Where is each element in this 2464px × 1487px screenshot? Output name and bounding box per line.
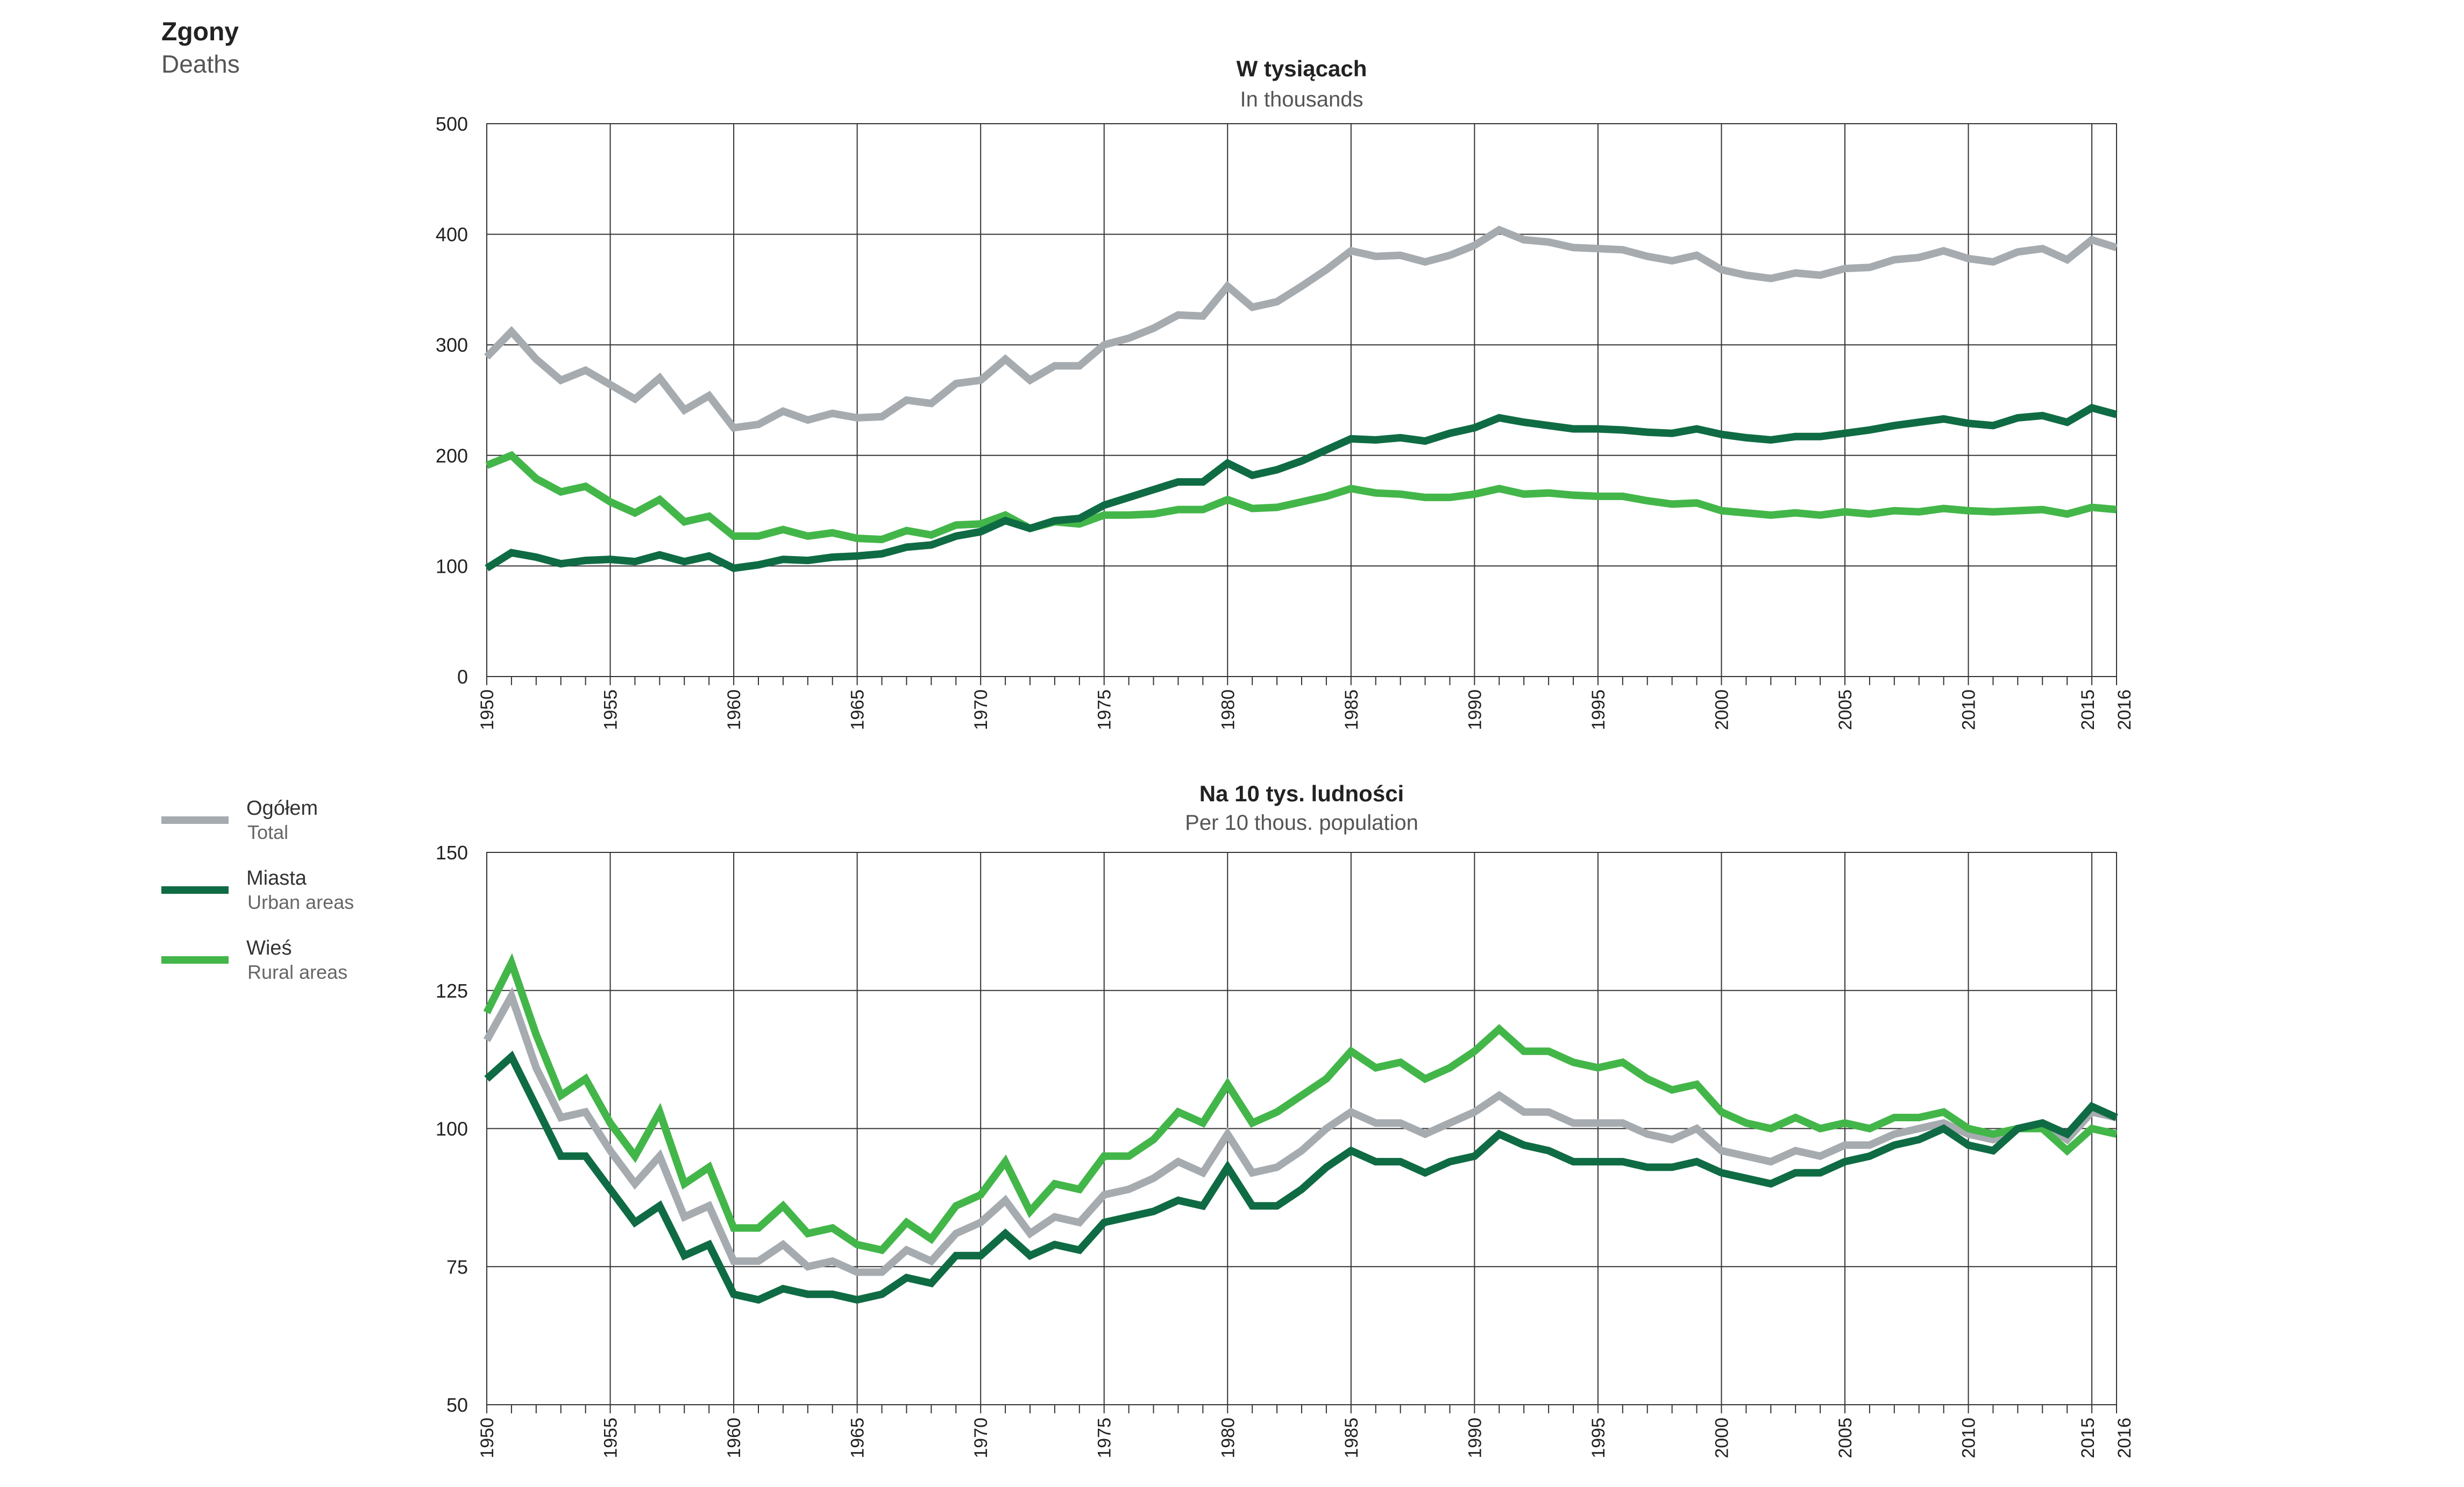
- plot-frame: [486, 123, 2117, 677]
- x-tick-label: 1960: [724, 689, 744, 730]
- x-tick-label: 1970: [971, 689, 991, 730]
- y-tick-label: 150: [436, 842, 468, 864]
- x-tick-label: 2000: [1712, 689, 1732, 730]
- x-tick-label: 1955: [601, 1418, 621, 1458]
- chart-subtitle: Per 10 thous. population: [1185, 811, 1418, 835]
- series-line-urban: [484, 1050, 2118, 1304]
- page-title: Zgony: [161, 18, 239, 46]
- x-tick-label: 1995: [1588, 689, 1609, 730]
- x-tick-label: 1975: [1095, 1418, 1115, 1458]
- x-tick-label: 2010: [1959, 1418, 1979, 1458]
- legend-label-urban: Miasta: [246, 867, 307, 890]
- y-tick-label: 125: [436, 980, 468, 1002]
- x-tick-label: 2000: [1712, 1418, 1732, 1458]
- y-tick-label: 100: [436, 555, 468, 577]
- y-tick-label: 0: [457, 666, 468, 688]
- page-subtitle: Deaths: [161, 50, 240, 78]
- y-tick-label: 400: [436, 224, 468, 246]
- x-tick-label: 2015: [2078, 1418, 2098, 1458]
- x-tick-label: 2010: [1959, 689, 1979, 730]
- x-tick-label: 1955: [601, 689, 621, 730]
- plot-frame: [486, 852, 2117, 1405]
- x-tick-label: 1985: [1341, 689, 1362, 730]
- x-tick-label: 1970: [971, 1418, 991, 1458]
- x-tick-label: 1965: [848, 1418, 868, 1458]
- series-line-rural: [485, 451, 2117, 544]
- y-tick-label: 50: [446, 1394, 468, 1416]
- y-tick-label: 200: [436, 445, 468, 467]
- legend-label-rural: Wieś: [246, 937, 292, 959]
- y-tick-label: 75: [446, 1256, 468, 1278]
- legend-sublabel-rural: Rural areas: [247, 961, 347, 983]
- legend-sublabel-urban: Urban areas: [247, 891, 354, 913]
- x-tick-label: 2005: [1835, 1418, 1856, 1458]
- x-tick-label: 1990: [1465, 1418, 1485, 1458]
- series-line-rural: [483, 953, 2118, 1255]
- x-tick-label: 1985: [1341, 1418, 1362, 1458]
- series-line-total: [483, 986, 2118, 1276]
- x-tick-label: 2016: [2114, 1418, 2135, 1458]
- series-line-urban: [485, 403, 2118, 572]
- x-tick-label: 1975: [1095, 689, 1115, 730]
- legend-sublabel-total: Total: [247, 821, 288, 843]
- series-line-total: [484, 225, 2118, 432]
- x-tick-label: 1950: [477, 689, 498, 730]
- y-tick-label: 100: [436, 1118, 468, 1140]
- x-tick-label: 2016: [2114, 689, 2135, 730]
- legend-label-total: Ogółem: [246, 797, 318, 820]
- y-tick-label: 300: [436, 334, 468, 356]
- legend: Ogółem Total Miasta Urban areas Wieś Rur…: [161, 797, 354, 983]
- x-tick-label: 1995: [1588, 1418, 1609, 1458]
- x-tick-label: 2005: [1835, 689, 1856, 730]
- x-tick-label: 1990: [1465, 689, 1485, 730]
- x-tick-label: 1980: [1218, 1418, 1238, 1458]
- y-tick-label: 500: [436, 113, 468, 135]
- x-tick-label: 1960: [724, 1418, 744, 1458]
- x-tick-label: 1980: [1218, 689, 1238, 730]
- chart-subtitle: In thousands: [1240, 88, 1363, 111]
- chart-title: W tysiącach: [1237, 56, 1367, 81]
- chart-deaths-thousands: W tysiącach In thousands 0 100 200 300 400 500 1…: [436, 56, 2135, 730]
- chart-title: Na 10 tys. ludności: [1199, 781, 1404, 806]
- x-tick-label: 1965: [848, 689, 868, 730]
- x-tick-label: 1950: [477, 1418, 498, 1458]
- chart-deaths-per-10k: Na 10 tys. ludności Per 10 thous. populat…: [436, 781, 2135, 1458]
- x-tick-label: 2015: [2078, 689, 2098, 730]
